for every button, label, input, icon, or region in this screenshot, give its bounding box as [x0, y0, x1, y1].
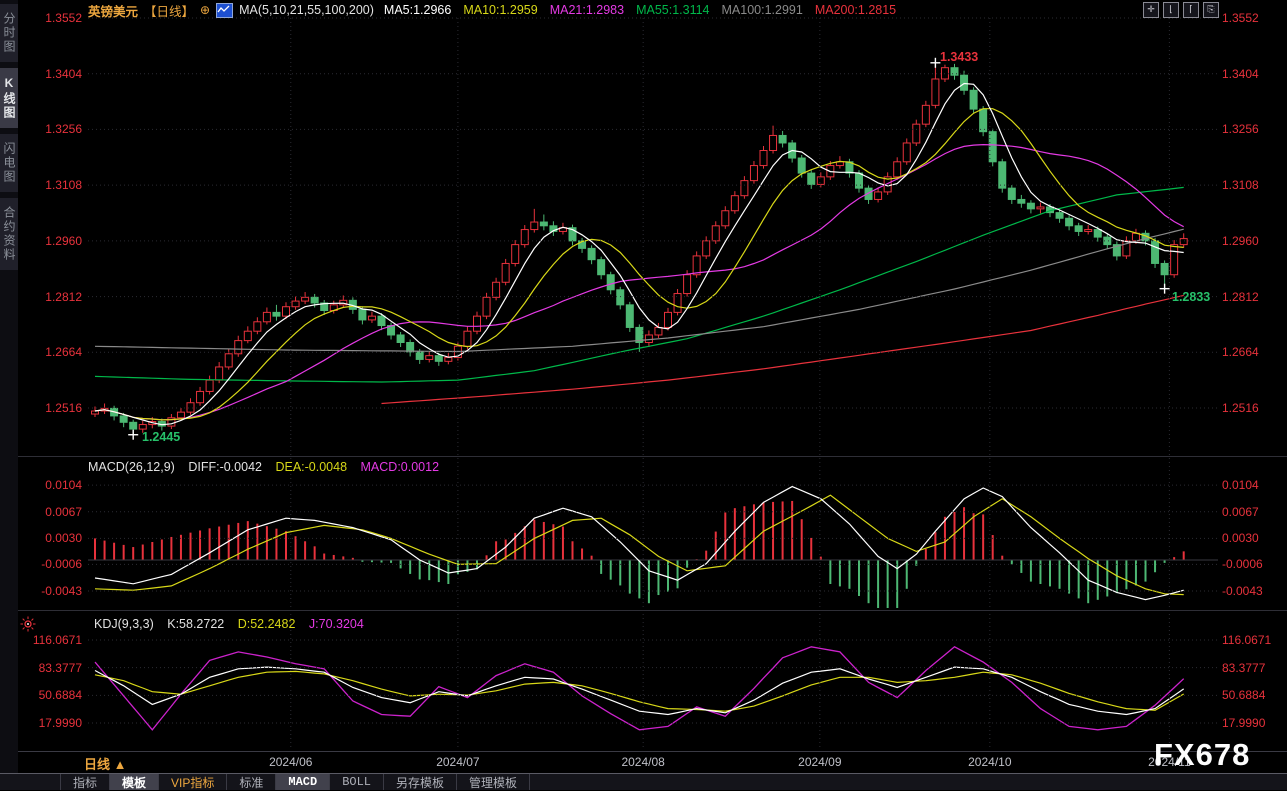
date-label: 2024/08 [621, 755, 665, 769]
axis-label: 0.0067 [1222, 504, 1259, 519]
axis-label: 17.9990 [1222, 716, 1266, 730]
axis-label: 1.2516 [1222, 401, 1259, 415]
axis-label: 0.0067 [45, 504, 82, 519]
macd-header: MACD(26,12,9) DIFF:-0.0042 DEA:-0.0048 M… [88, 460, 449, 474]
zoom-plus-icon[interactable]: ⊕ [200, 3, 211, 17]
tab-indicators[interactable]: 指标 [60, 774, 111, 790]
date-label: 2024/10 [968, 755, 1012, 769]
axis-label: 17.9990 [38, 716, 82, 730]
axis-label: 0.0104 [45, 478, 82, 493]
axis-label: 116.0671 [1222, 633, 1272, 647]
bottom-tabbar: 指标 模板 VIP指标 标准 MACD BOLL 另存模板 管理模板 [0, 773, 1287, 790]
axis-label: 1.2664 [45, 345, 82, 360]
axis-label: 1.3552 [45, 11, 82, 25]
period-selector[interactable]: 日线 ▲ [84, 757, 127, 772]
axis-label: -0.0006 [41, 557, 82, 572]
indicator-settings-icon[interactable] [20, 616, 36, 637]
axis-label: -0.0006 [1222, 557, 1263, 572]
axis-label: 1.3552 [1222, 11, 1259, 25]
macd-macd-value: MACD:0.0012 [360, 460, 440, 474]
ma-value-label: MA200:1.2815 [814, 3, 897, 17]
ma-value-label: MA5:1.2966 [383, 3, 452, 17]
axis-label: 1.2812 [45, 289, 82, 304]
macd-dea-value: DEA:-0.0048 [275, 460, 348, 474]
recent-low-annotation: 1.2833 [1172, 290, 1211, 304]
sidebar-item-contract-info[interactable]: 合约资料 [0, 198, 18, 270]
axis-label: 50.6884 [38, 688, 82, 703]
period-label: 【日线】 [144, 4, 195, 19]
fx678-watermark: FX678 [1154, 737, 1251, 772]
tab-boll[interactable]: BOLL [330, 774, 385, 790]
ma-value-label: MA21:1.2983 [549, 3, 625, 17]
peak-price-annotation: 1.3433 [940, 50, 979, 64]
symbol-title: 英镑美元 [88, 4, 139, 19]
tab-vip-indicators[interactable]: VIP指标 [159, 774, 228, 790]
sidebar-item-timeline-chart[interactable]: 分时图 [0, 4, 18, 62]
axis-label: 0.0104 [1222, 478, 1259, 493]
axis-label: 50.6884 [1222, 688, 1266, 703]
tab-save-template[interactable]: 另存模板 [384, 774, 458, 790]
axis-label: 1.2960 [1222, 233, 1259, 248]
axis-label: 0.0030 [45, 531, 82, 546]
low-price-annotation: 1.2445 [142, 430, 181, 444]
panel-export-icon[interactable]: ⎘ [1203, 2, 1219, 18]
sidebar-item-flash-chart[interactable]: 闪电图 [0, 134, 18, 192]
macd-params-label: MACD(26,12,9) [88, 460, 175, 474]
chart-header: 英镑美元 【日线】 ⊕ MA(5,10,21,55,100,200) MA5:1… [88, 2, 896, 19]
macd-diff-value: DIFF:-0.0042 [188, 460, 262, 474]
kdj-k-value: K:58.2722 [167, 617, 225, 631]
sidebar-item-candle-chart[interactable]: K线图 [0, 68, 18, 128]
axis-scale-right-icon[interactable]: ⌈ [1183, 2, 1199, 18]
axis-label: 1.3404 [45, 66, 82, 81]
axis-label: 1.2516 [45, 401, 82, 415]
kdj-d-value: D:52.2482 [237, 617, 296, 631]
axis-label: 83.3777 [1222, 660, 1266, 675]
date-label: 2024/09 [798, 755, 842, 769]
axis-label: 0.0030 [1222, 531, 1259, 546]
axis-label: -0.0043 [41, 583, 82, 598]
axis-label: 1.3256 [45, 122, 82, 137]
axis-label: 1.3108 [1222, 178, 1259, 193]
kdj-j-value: J:70.3204 [308, 617, 364, 631]
axis-label: 116.0671 [32, 633, 82, 647]
axis-label: -0.0043 [1222, 583, 1263, 598]
axis-scale-left-icon[interactable]: ⌊ [1163, 2, 1179, 18]
pan-tool-icon[interactable]: ✛ [1143, 2, 1159, 18]
tab-templates[interactable]: 模板 [110, 774, 160, 790]
kdj-params-label: KDJ(9,3,3) [94, 617, 154, 631]
ma-values: MA5:1.2966 MA10:1.2959 MA21:1.2983 MA55:1.3… [384, 3, 896, 17]
axis-label: 83.3777 [38, 660, 82, 675]
tab-manage-templates[interactable]: 管理模板 [457, 774, 531, 790]
kdj-header: KDJ(9,3,3) K:58.2722 D:52.2482 J:70.3204 [94, 617, 374, 631]
chart-toolbar: ✛ ⌊ ⌈ ⎘ [1143, 2, 1219, 18]
tab-standard[interactable]: 标准 [227, 774, 277, 790]
axis-label: 1.2664 [1222, 345, 1259, 360]
date-label: 2024/06 [269, 755, 313, 769]
axis-label: 1.3108 [45, 178, 82, 193]
date-label: 2024/07 [436, 755, 480, 769]
ma-value-label: MA100:1.2991 [721, 3, 803, 17]
tab-macd[interactable]: MACD [276, 774, 331, 790]
axis-label: 1.3404 [1222, 66, 1259, 81]
chart-style-icon[interactable] [216, 2, 234, 18]
date-label: 2024/11 [1148, 755, 1191, 769]
left-sidebar: 分时图 K线图 闪电图 合约资料 [0, 0, 18, 790]
ma-value-label: MA55:1.3114 [636, 3, 710, 17]
axis-label: 1.2960 [45, 233, 82, 248]
ma-value-label: MA10:1.2959 [463, 3, 538, 17]
ma-params-label: MA(5,10,21,55,100,200) [239, 3, 374, 17]
axis-label: 1.2812 [1222, 289, 1259, 304]
axis-label: 1.3256 [1222, 122, 1259, 137]
